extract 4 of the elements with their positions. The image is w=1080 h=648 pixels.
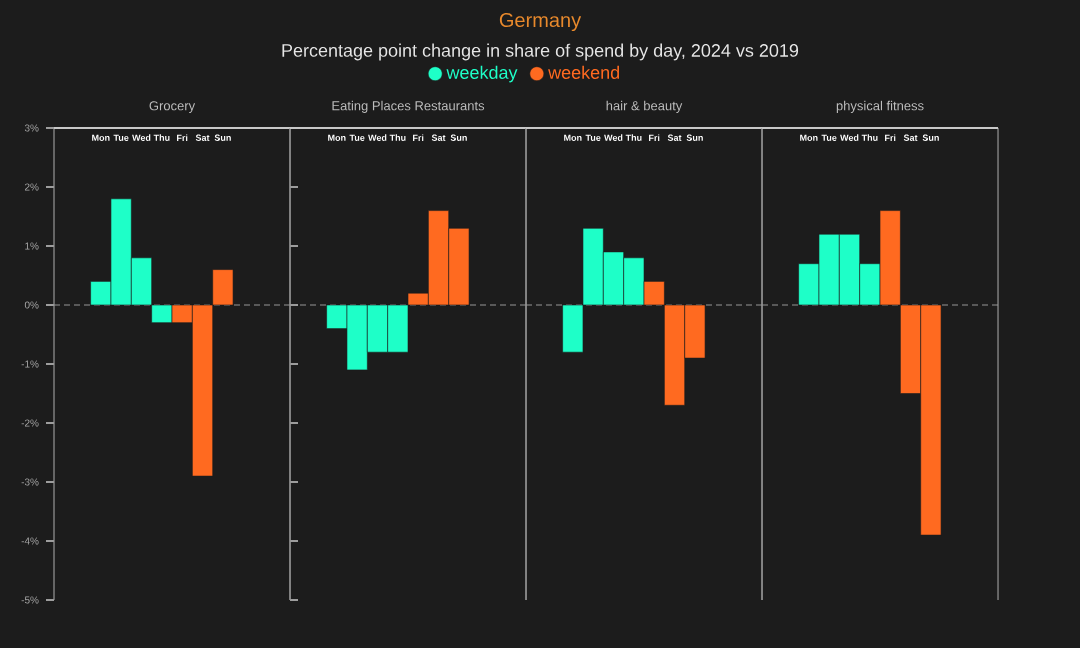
legend-label: weekday	[446, 65, 518, 83]
text: Percentage point change in share of spend by day, 2024 vs 2019	[282, 43, 799, 61]
legend-label: weekend	[548, 65, 619, 79]
text: Germany	[499, 12, 582, 32]
